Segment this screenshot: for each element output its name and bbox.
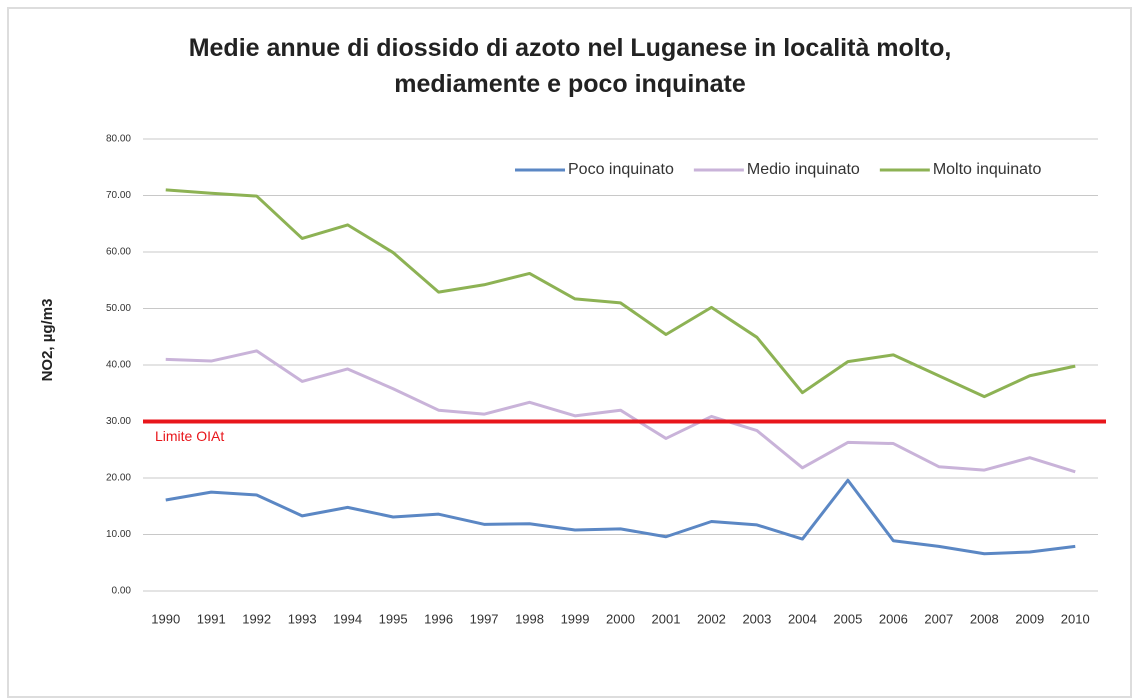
y-tick-label: 80.00 xyxy=(106,134,131,145)
y-tick-label: 10.00 xyxy=(106,529,131,540)
x-tick-label: 2010 xyxy=(1061,611,1090,626)
x-tick-label: 2001 xyxy=(652,611,681,626)
x-tick-label: 1999 xyxy=(561,611,590,626)
x-tick-label: 1996 xyxy=(424,611,453,626)
x-tick-label: 2007 xyxy=(924,611,953,626)
legend-label: Medio inquinato xyxy=(747,161,860,178)
x-tick-label: 2009 xyxy=(1015,611,1044,626)
x-tick-label: 2003 xyxy=(742,611,771,626)
y-tick-label: 50.00 xyxy=(106,303,131,314)
x-tick-label: 2005 xyxy=(833,611,862,626)
legend-label: Poco inquinato xyxy=(568,161,674,178)
y-tick-label: 20.00 xyxy=(106,473,131,484)
x-tick-label: 1992 xyxy=(242,611,271,626)
y-tick-label: 60.00 xyxy=(106,247,131,258)
threshold-label: Limite OIAt xyxy=(155,428,224,444)
x-tick-label: 1990 xyxy=(151,611,180,626)
legend-label: Molto inquinato xyxy=(933,161,1042,178)
chart-title: Medie annue di diossido di azoto nel Lug… xyxy=(188,34,952,98)
x-tick-label: 2004 xyxy=(788,611,817,626)
x-tick-label: 2000 xyxy=(606,611,635,626)
y-tick-label: 0.00 xyxy=(112,586,132,597)
y-tick-label: 30.00 xyxy=(106,416,131,427)
y-tick-label: 40.00 xyxy=(106,360,131,371)
x-tick-label: 2008 xyxy=(970,611,999,626)
x-tick-label: 1994 xyxy=(333,611,362,626)
x-tick-label: 2002 xyxy=(697,611,726,626)
series-line xyxy=(165,349,1076,474)
series-line xyxy=(165,188,1076,399)
frame xyxy=(7,7,1132,698)
x-tick-label: 1995 xyxy=(379,611,408,626)
x-tick-label: 1991 xyxy=(197,611,226,626)
x-tick-label: 1997 xyxy=(470,611,499,626)
x-tick-label: 1998 xyxy=(515,611,544,626)
x-tick-label: 2006 xyxy=(879,611,908,626)
y-tick-label: 70.00 xyxy=(106,190,131,201)
series-line xyxy=(165,478,1076,556)
y-axis-title: NO2, µg/m3 xyxy=(39,299,56,382)
x-tick-label: 1993 xyxy=(288,611,317,626)
